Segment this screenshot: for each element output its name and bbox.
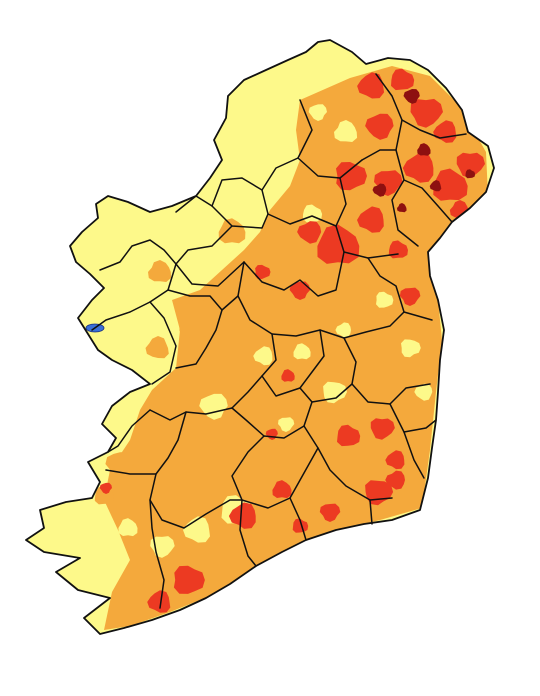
county-border-line bbox=[99, 239, 177, 271]
high-intensity-patch bbox=[147, 590, 171, 613]
high-intensity-patch bbox=[99, 482, 112, 494]
county-border-line bbox=[149, 499, 165, 609]
high-intensity-patch bbox=[399, 287, 421, 306]
county-border-line bbox=[289, 497, 307, 541]
county-border-line bbox=[297, 99, 363, 179]
high-intensity-patch bbox=[370, 418, 395, 440]
high-intensity-patch bbox=[228, 502, 256, 529]
high-intensity-areas bbox=[99, 68, 485, 613]
county-border-line bbox=[369, 499, 373, 525]
high-intensity-patch bbox=[336, 162, 367, 191]
county-border-line bbox=[395, 149, 453, 223]
county-border-line bbox=[389, 403, 425, 479]
county-border-line bbox=[91, 289, 169, 331]
county-border-line bbox=[105, 469, 157, 475]
county-border-line bbox=[361, 73, 403, 161]
high-intensity-patch bbox=[272, 480, 292, 499]
low-intensity-patch bbox=[334, 120, 358, 142]
low-intensity-patch bbox=[414, 383, 433, 401]
high-intensity-patch bbox=[385, 450, 405, 470]
medium-intensity-patch bbox=[179, 298, 222, 338]
very-high-intensity-patch bbox=[417, 143, 431, 156]
high-intensity-patch bbox=[173, 565, 205, 594]
high-intensity-patch bbox=[317, 224, 360, 264]
low-intensity-patch bbox=[401, 339, 421, 358]
county-border-line bbox=[239, 499, 257, 567]
high-intensity-patch bbox=[410, 98, 443, 128]
county-border-line bbox=[107, 409, 151, 453]
high-intensity-patch bbox=[385, 470, 405, 490]
high-intensity-patch bbox=[337, 424, 361, 447]
high-intensity-patch bbox=[292, 518, 309, 533]
island-coastline bbox=[25, 39, 495, 635]
very-high-intensity-patch bbox=[429, 180, 442, 192]
high-intensity-patch bbox=[402, 152, 434, 183]
county-border-line bbox=[403, 419, 437, 433]
high-intensity-patch bbox=[456, 152, 485, 178]
county-border-line bbox=[231, 295, 277, 409]
low-intensity-patch bbox=[118, 518, 138, 537]
high-intensity-patch bbox=[391, 68, 415, 91]
very-high-intensity-areas bbox=[372, 89, 476, 213]
heat-layers bbox=[26, 40, 494, 634]
medium-intensity-patch bbox=[145, 336, 169, 359]
high-intensity-patch bbox=[319, 503, 341, 522]
county-border-line bbox=[343, 337, 431, 405]
very-high-intensity-patch bbox=[372, 183, 387, 197]
county-border-line bbox=[231, 407, 265, 437]
county-border-line bbox=[391, 179, 419, 247]
county-border-line bbox=[367, 257, 433, 321]
high-intensity-patch bbox=[433, 168, 468, 201]
county-border-line bbox=[231, 425, 319, 509]
low-intensity-patch bbox=[253, 346, 273, 366]
low-intensity-patch bbox=[308, 104, 327, 121]
county-border-line bbox=[149, 301, 177, 385]
low-intensity-patch bbox=[376, 291, 394, 308]
very-high-intensity-patch bbox=[403, 89, 420, 104]
county-border-line bbox=[149, 411, 243, 529]
high-intensity-patch bbox=[255, 264, 271, 279]
county-border-line bbox=[401, 119, 467, 139]
medium-intensity-patch bbox=[148, 260, 172, 282]
very-high-intensity-patch bbox=[465, 169, 476, 179]
low-intensity-patch bbox=[323, 381, 347, 404]
low-intensity-patch bbox=[183, 516, 210, 543]
county-border-line bbox=[335, 177, 399, 259]
low-intensity-patch bbox=[335, 322, 351, 338]
high-intensity-patch bbox=[281, 369, 295, 382]
county-border-line bbox=[175, 309, 223, 369]
county-border-line bbox=[299, 383, 353, 403]
low-intensity-patch bbox=[278, 417, 295, 432]
high-intensity-patch bbox=[357, 72, 385, 99]
high-intensity-patch bbox=[289, 281, 311, 300]
very-high-intensity-patch bbox=[397, 203, 407, 213]
high-intensity-patch bbox=[365, 113, 394, 140]
county-border-line bbox=[243, 251, 345, 297]
low-intensity-patch bbox=[293, 343, 311, 360]
high-intensity-patch bbox=[297, 221, 322, 244]
high-intensity-patch bbox=[357, 206, 384, 233]
county-border-line bbox=[261, 329, 325, 397]
medium-intensity-patch bbox=[218, 218, 246, 244]
